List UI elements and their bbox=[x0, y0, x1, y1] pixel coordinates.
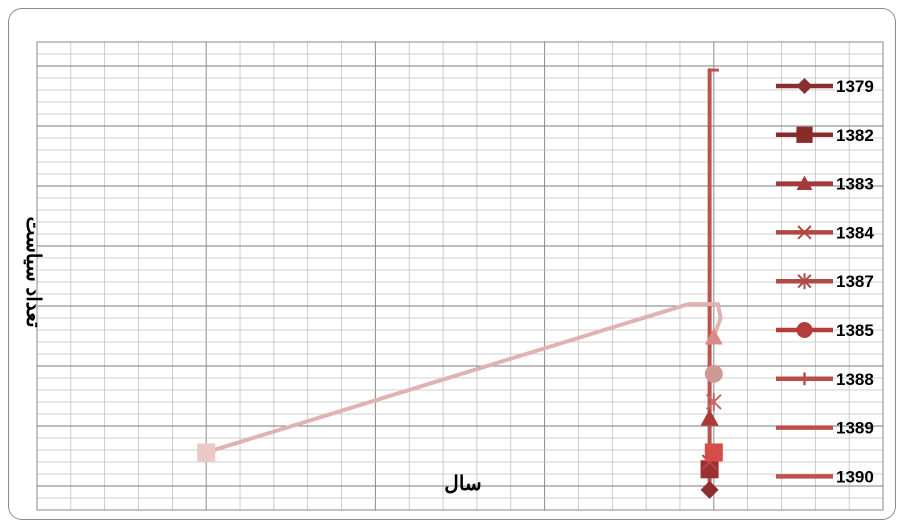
legend-item-1385: 1385 bbox=[776, 321, 874, 340]
data-point-9 bbox=[197, 443, 216, 462]
data-point-1 bbox=[700, 480, 719, 499]
data-point-3 bbox=[700, 409, 719, 426]
legend-label: 1387 bbox=[836, 272, 874, 291]
legend-marker bbox=[796, 175, 813, 190]
plot-grid bbox=[36, 41, 884, 511]
legend-label: 1384 bbox=[836, 223, 874, 242]
plot-area-border bbox=[36, 41, 884, 511]
y-axis-label: تعداد سیاست bbox=[22, 216, 44, 327]
x-axis-label: سال bbox=[444, 473, 481, 495]
legend-item-1382: 1382 bbox=[776, 126, 874, 145]
legend-label: 1382 bbox=[836, 126, 874, 145]
legend-item-1384: 1384 bbox=[776, 223, 874, 242]
data-point-8 bbox=[704, 443, 723, 462]
legend-label: 1379 bbox=[836, 77, 874, 96]
series-line-2 bbox=[204, 302, 723, 455]
legend-marker bbox=[797, 225, 812, 240]
legend-label: 1383 bbox=[836, 175, 874, 194]
legend-item-1383: 1383 bbox=[776, 175, 874, 194]
data-point-2 bbox=[700, 460, 719, 479]
legend-label: 1389 bbox=[836, 419, 874, 438]
legend-item-1390: 1390 bbox=[776, 467, 874, 486]
legend-item-1387: 1387 bbox=[776, 272, 874, 291]
series-lines bbox=[204, 68, 723, 492]
chart-frame bbox=[8, 8, 896, 520]
legend: 1379 1382 1383 1384 1387 1385 1388 1389 1390 bbox=[776, 77, 874, 486]
legend-label: 1390 bbox=[836, 467, 874, 486]
data-point-7 bbox=[704, 328, 723, 345]
legend-marker bbox=[797, 273, 812, 290]
legend-label: 1385 bbox=[836, 321, 874, 340]
legend-item-1389: 1389 bbox=[776, 419, 874, 438]
data-markers bbox=[197, 328, 723, 499]
legend-marker bbox=[796, 126, 813, 143]
legend-marker bbox=[796, 322, 813, 338]
legend-item-1379: 1379 bbox=[776, 77, 874, 96]
data-point-5 bbox=[705, 392, 722, 411]
legend-label: 1388 bbox=[836, 370, 874, 389]
legend-marker bbox=[796, 78, 813, 94]
legend-item-1388: 1388 bbox=[776, 370, 874, 389]
data-point-6 bbox=[704, 364, 723, 383]
